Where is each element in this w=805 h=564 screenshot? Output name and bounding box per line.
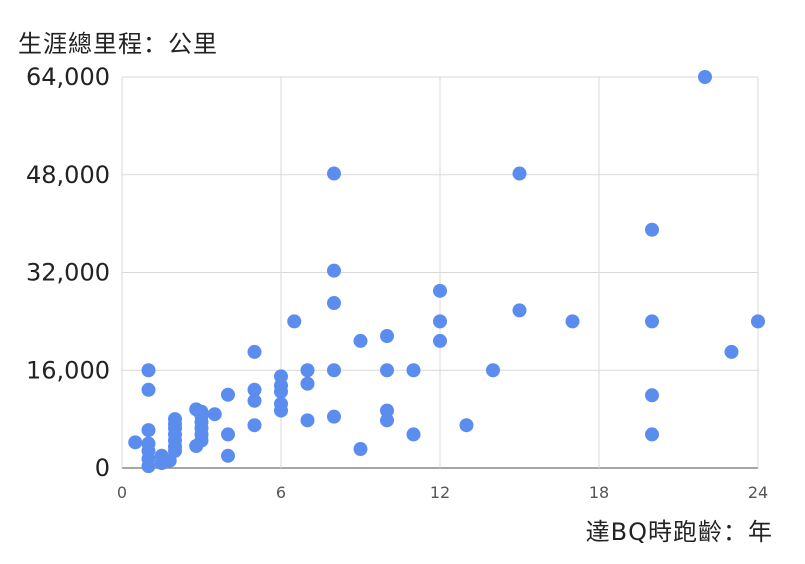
data-point: [406, 427, 421, 442]
data-point: [128, 435, 143, 450]
data-point: [141, 436, 156, 451]
data-point: [287, 314, 302, 329]
data-point: [327, 363, 341, 378]
data-point: [247, 418, 262, 433]
data-point: [247, 393, 262, 408]
x-tick-label: 18: [589, 483, 609, 502]
y-axis-title: 生涯總里程：公里: [18, 30, 218, 58]
data-point: [194, 404, 209, 419]
data-point: [645, 222, 659, 237]
data-point: [141, 363, 156, 378]
data-point: [327, 263, 341, 278]
data-point: [380, 403, 394, 418]
x-tick-label: 12: [430, 483, 450, 502]
data-point: [247, 344, 262, 359]
data-point: [221, 427, 235, 442]
data-point: [221, 448, 235, 463]
data-point: [724, 344, 739, 359]
data-point: [406, 363, 421, 378]
data-point: [300, 413, 315, 428]
data-point: [353, 442, 368, 457]
data-point: [141, 382, 156, 397]
x-tick-label: 6: [276, 483, 286, 502]
x-axis-title: 達BQ時跑齡：年: [585, 518, 773, 546]
x-tick-label: 0: [117, 483, 127, 502]
data-point: [141, 423, 156, 438]
data-point: [459, 418, 474, 433]
data-point: [645, 388, 659, 403]
data-point: [274, 369, 288, 384]
data-point: [433, 283, 447, 298]
data-point: [327, 166, 341, 181]
y-tick-label: 0: [95, 454, 110, 482]
data-point: [247, 382, 262, 397]
data-point: [433, 314, 447, 329]
data-point: [207, 407, 222, 422]
data-point: [380, 363, 394, 378]
data-point: [645, 427, 659, 442]
data-point: [380, 413, 394, 428]
data-point: [327, 296, 341, 311]
data-point: [751, 314, 765, 329]
data-point: [565, 314, 580, 329]
x-tick-label: 24: [748, 483, 768, 502]
data-point: [698, 70, 712, 84]
y-tick-label: 48,000: [26, 161, 110, 189]
data-point: [168, 412, 182, 427]
data-point: [327, 409, 341, 424]
y-tick-label: 16,000: [26, 356, 110, 384]
data-point: [353, 333, 368, 348]
data-point: [512, 166, 527, 181]
y-tick-label: 64,000: [26, 63, 110, 91]
data-point: [300, 363, 315, 378]
data-point: [512, 303, 527, 318]
y-tick-label: 32,000: [26, 259, 110, 287]
data-point: [380, 329, 394, 344]
data-point: [274, 396, 288, 411]
data-point: [221, 387, 235, 402]
data-point: [486, 363, 500, 378]
data-point: [645, 314, 659, 329]
data-point: [433, 333, 447, 348]
data-point: [300, 376, 315, 391]
